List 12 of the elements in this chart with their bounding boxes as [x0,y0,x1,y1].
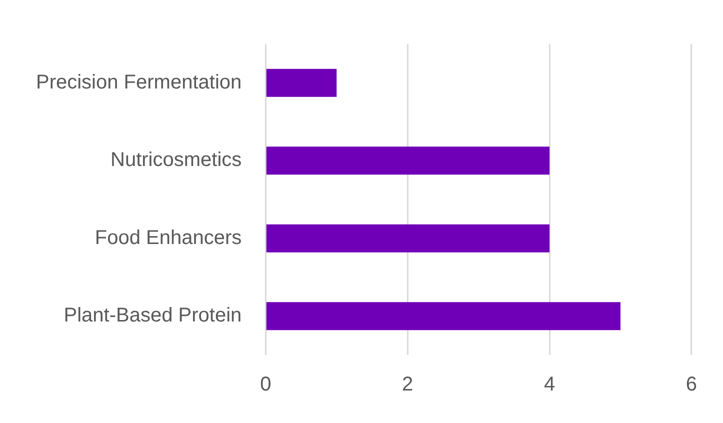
y-tick-label: Food Enhancers [94,226,242,249]
x-tick-label: 0 [260,374,272,396]
bar [266,302,620,330]
bar [266,146,550,175]
bar [266,224,550,252]
x-tick-label: 4 [544,374,556,396]
bar [266,68,337,97]
y-tick-label: Nutricosmetics [110,149,242,172]
y-tick-label: Precision Fermentation [36,71,242,94]
y-tick-label: Plant-Based Protein [64,304,242,327]
x-tick-label: 2 [402,374,414,396]
x-tick-label: 6 [686,374,697,396]
